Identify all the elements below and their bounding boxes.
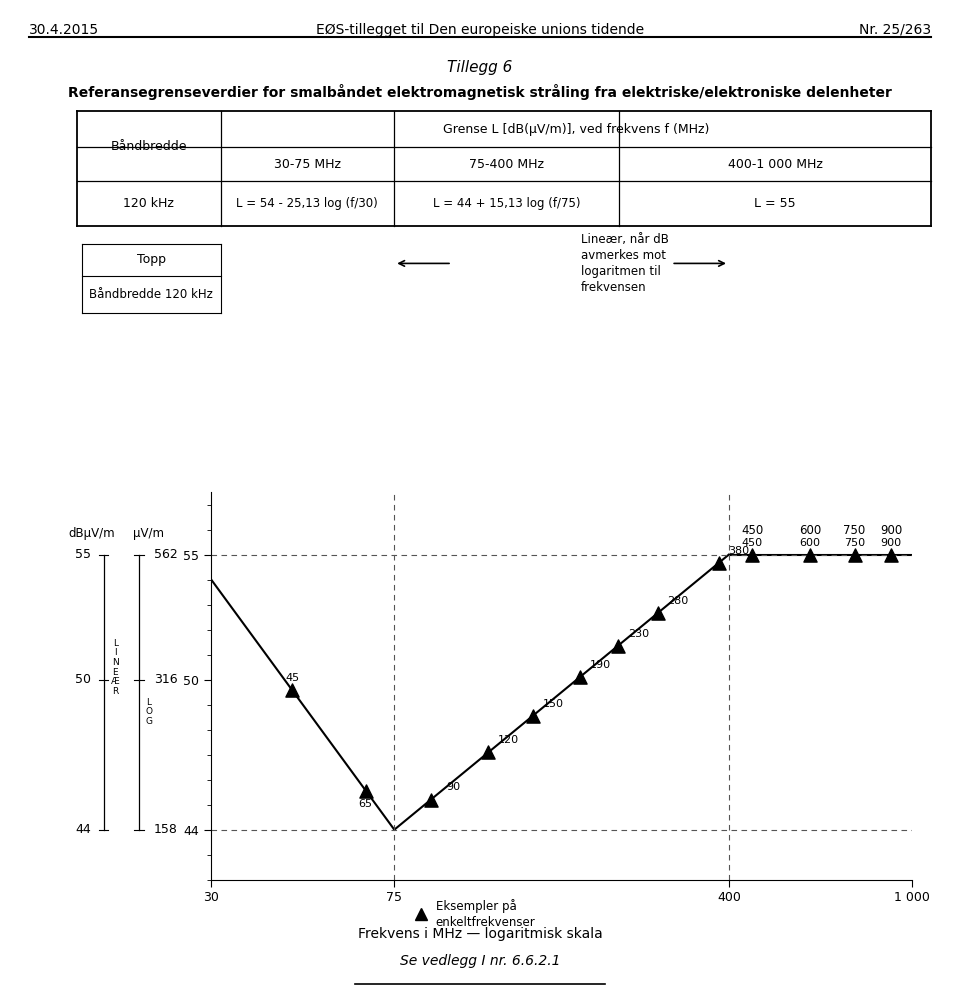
Text: 316: 316 xyxy=(154,673,178,686)
Text: 400-1 000 MHz: 400-1 000 MHz xyxy=(728,157,823,171)
Text: 750: 750 xyxy=(844,539,865,549)
Text: L = 55: L = 55 xyxy=(755,197,796,210)
Point xyxy=(572,669,588,685)
Point xyxy=(847,547,862,563)
Text: 30-75 MHz: 30-75 MHz xyxy=(274,157,341,171)
Point xyxy=(650,605,665,621)
Text: 380: 380 xyxy=(729,546,750,556)
Text: Lineær, når dB
avmerkes mot
logaritmen til
frekvensen: Lineær, når dB avmerkes mot logaritmen t… xyxy=(581,233,669,294)
Text: Nr. 25/263: Nr. 25/263 xyxy=(859,23,931,37)
Text: Topp: Topp xyxy=(136,253,166,266)
Text: 44: 44 xyxy=(76,823,91,836)
Text: 158: 158 xyxy=(154,823,178,836)
Text: 900: 900 xyxy=(880,539,901,549)
Text: 280: 280 xyxy=(667,596,688,606)
Point xyxy=(711,555,727,571)
Text: Eksempler på
enkeltfrekvenser: Eksempler på enkeltfrekvenser xyxy=(436,900,536,929)
Text: 150: 150 xyxy=(542,699,564,709)
Point xyxy=(611,637,626,653)
Point xyxy=(525,708,540,724)
Text: Grense L [dB(μV/m)], ved frekvens f (MHz): Grense L [dB(μV/m)], ved frekvens f (MHz… xyxy=(443,122,709,136)
Text: 65: 65 xyxy=(359,799,372,809)
Text: Tillegg 6: Tillegg 6 xyxy=(447,60,513,75)
Text: 450: 450 xyxy=(742,539,763,549)
Text: 600: 600 xyxy=(800,539,821,549)
Text: 230: 230 xyxy=(628,628,649,638)
Text: L
O
G: L O G xyxy=(145,698,153,727)
Text: 90: 90 xyxy=(446,782,460,792)
Text: 900: 900 xyxy=(879,524,902,537)
Text: 600: 600 xyxy=(799,524,821,537)
Text: L
I
N
E
Æ
R: L I N E Æ R xyxy=(110,638,120,696)
Text: 450: 450 xyxy=(741,524,763,537)
Text: Se vedlegg I nr. 6.6.2.1: Se vedlegg I nr. 6.6.2.1 xyxy=(399,954,561,968)
Text: Frekvens i MHz — logaritmisk skala: Frekvens i MHz — logaritmisk skala xyxy=(358,927,602,941)
Point xyxy=(481,745,496,760)
Text: 45: 45 xyxy=(285,673,300,683)
Text: Båndbredde 120 kHz: Båndbredde 120 kHz xyxy=(89,288,213,301)
Text: 55: 55 xyxy=(75,548,91,561)
Text: μV/m: μV/m xyxy=(133,527,164,540)
Text: 562: 562 xyxy=(154,548,178,561)
Point xyxy=(358,782,373,798)
Text: L = 44 + 15,13 log (f/75): L = 44 + 15,13 log (f/75) xyxy=(433,197,580,210)
Point xyxy=(803,547,818,563)
Text: 120: 120 xyxy=(498,736,519,746)
Text: 75-400 MHz: 75-400 MHz xyxy=(468,157,544,171)
Point xyxy=(284,682,300,698)
Point xyxy=(745,547,760,563)
Text: Båndbredde: Båndbredde xyxy=(110,139,187,153)
Text: L = 54 - 25,13 log (f/30): L = 54 - 25,13 log (f/30) xyxy=(236,197,378,210)
Text: 50: 50 xyxy=(75,673,91,686)
Text: EØS-tillegget til Den europeiske unions tidende: EØS-tillegget til Den europeiske unions … xyxy=(316,23,644,37)
Text: 750: 750 xyxy=(844,524,866,537)
Text: 190: 190 xyxy=(589,660,611,670)
Text: dBμV/m: dBμV/m xyxy=(68,527,114,540)
Text: 120 kHz: 120 kHz xyxy=(124,197,174,210)
Text: Referansegrenseverdier for smalbåndet elektromagnetisk stråling fra elektriske/e: Referansegrenseverdier for smalbåndet el… xyxy=(68,84,892,100)
Point xyxy=(883,547,899,563)
Text: 30.4.2015: 30.4.2015 xyxy=(29,23,99,37)
Point xyxy=(423,792,439,808)
